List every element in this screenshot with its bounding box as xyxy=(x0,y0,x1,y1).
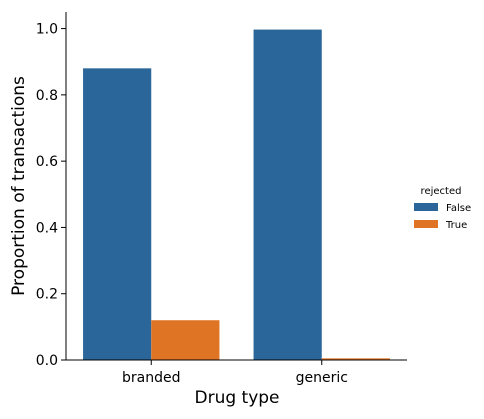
legend-label-true: True xyxy=(445,220,467,231)
bar-branded-false xyxy=(83,68,152,360)
legend-swatch-true xyxy=(414,220,438,228)
bar-generic-true xyxy=(321,358,390,360)
legend-label-false: False xyxy=(446,203,471,214)
x-tick-label-branded: branded xyxy=(122,370,180,386)
x-tick-label-generic: generic xyxy=(296,370,348,386)
legend-title: rejected xyxy=(421,186,462,197)
y-tick-label: 0.6 xyxy=(36,154,58,170)
y-tick-label: 1.0 xyxy=(36,22,58,38)
legend-swatch-false xyxy=(414,203,438,211)
y-tick-label: 0.0 xyxy=(36,353,58,369)
x-axis-title: Drug type xyxy=(194,388,279,408)
bar-generic-false xyxy=(253,29,322,360)
bars-group xyxy=(83,29,390,360)
y-axis-title: Proportion of transactions xyxy=(9,76,29,296)
y-tick-label: 0.8 xyxy=(36,88,58,104)
legend: rejected False True xyxy=(414,186,471,231)
bar-branded-true xyxy=(151,320,220,360)
y-ticks-group: 0.0 0.2 0.4 0.6 0.8 1.0 xyxy=(36,22,66,369)
y-tick-label: 0.2 xyxy=(36,287,58,303)
axes-group xyxy=(65,12,407,361)
y-tick-label: 0.4 xyxy=(36,220,58,236)
x-ticks-group: branded generic xyxy=(122,360,348,386)
